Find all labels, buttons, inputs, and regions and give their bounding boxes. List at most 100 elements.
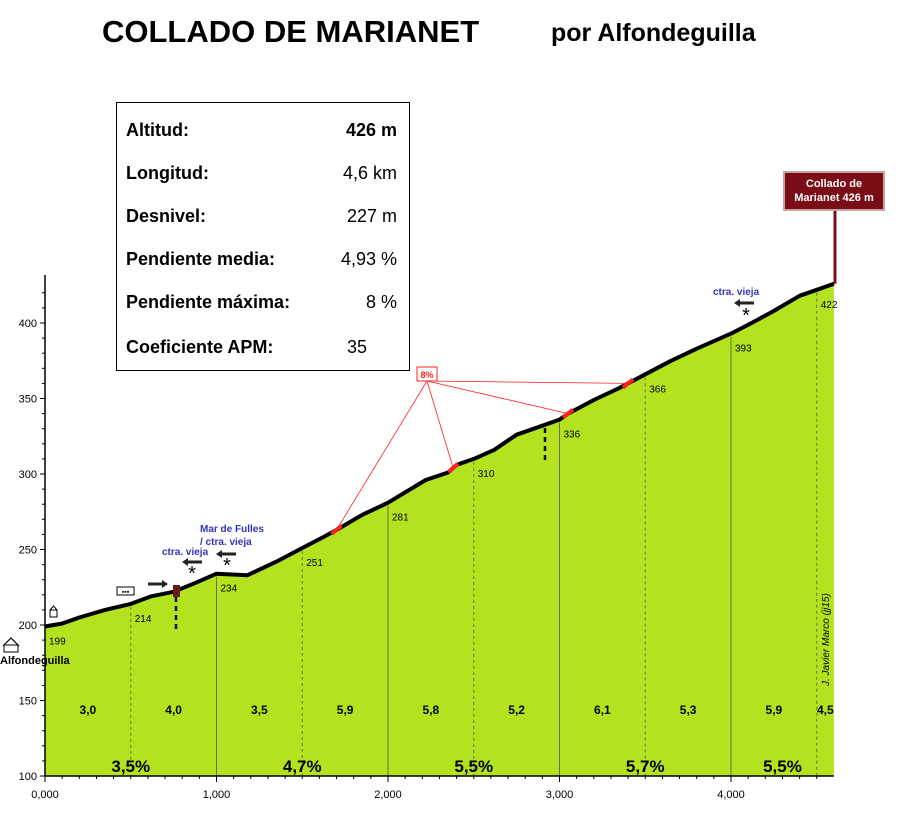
altitude-label: 214 — [135, 614, 152, 625]
segment-slope-label: 4,5 — [817, 703, 834, 717]
fountain-body — [49, 609, 58, 618]
segment-slope-label: 5,3 — [680, 703, 697, 717]
x-tick-label: 0,000 — [31, 789, 59, 801]
max-slope-connector — [426, 380, 569, 414]
max-slope-label: 8% — [420, 370, 433, 380]
segment-slope-label: 5,2 — [508, 703, 525, 717]
segment-slope-label: 5,8 — [423, 703, 440, 717]
junction-icon: * — [223, 555, 231, 577]
y-tick-label: 250 — [19, 545, 37, 557]
km-slope-label: 3,5% — [111, 757, 150, 776]
y-tick-label: 200 — [19, 620, 37, 632]
arrow-head — [216, 550, 222, 558]
max-slope-box — [416, 366, 438, 382]
altitude-label: 310 — [478, 469, 495, 480]
stat-label: Pendiente máxima: — [126, 292, 291, 312]
junction-icon: * — [742, 305, 750, 327]
segment-slope-label: 5,9 — [766, 703, 783, 717]
stat-row-pendiente-media: Pendiente media: 4,93 % — [126, 249, 397, 273]
road-label: Mar de Fulles — [200, 524, 264, 535]
road-sign-body — [116, 586, 135, 596]
altitude-label: 336 — [564, 430, 581, 441]
arrow-left-icon — [182, 558, 202, 566]
steep-marker — [330, 524, 343, 536]
stat-value: 8 % — [365, 292, 397, 312]
summit-line-1: Collado de — [805, 178, 863, 190]
altitude-label: 251 — [306, 558, 323, 569]
road-label: / ctra. vieja — [200, 537, 252, 548]
altitude-label: 422 — [821, 300, 838, 311]
road-label: ctra. vieja — [713, 287, 760, 298]
stat-row-altitud: Altitud: 426 m — [126, 120, 397, 144]
y-tick-label: 350 — [19, 394, 37, 406]
segment-slope-label: 3,0 — [80, 703, 97, 717]
x-tick-label: 4,000 — [717, 789, 745, 801]
town-house — [3, 644, 19, 653]
road-sign-dots: ▪▪▪ — [122, 589, 130, 596]
max-slope-connector — [426, 380, 629, 384]
altitude-label: 281 — [392, 513, 409, 524]
stat-row-pendiente-maxima: Pendiente máxima: 8 % — [126, 292, 397, 316]
crossing-marker — [173, 585, 180, 597]
stat-value: 4,93 % — [340, 249, 397, 269]
segment-slope-label: 4,0 — [165, 703, 182, 717]
arrow-left-icon — [216, 550, 236, 558]
altitude-label: 393 — [735, 344, 752, 355]
stat-label: Altitud: — [126, 120, 189, 140]
page-subtitle: por Alfondeguilla — [551, 19, 756, 47]
km-slope-label: 4,7% — [283, 757, 322, 776]
x-tick-label: 1,000 — [203, 789, 231, 801]
junction-icon: * — [188, 563, 196, 585]
km-slope-label: 5,5% — [763, 757, 802, 776]
segment-slope-label: 5,9 — [337, 703, 354, 717]
max-slope-connector — [336, 380, 428, 531]
stat-row-desnivel: Desnivel: 227 m — [126, 206, 397, 230]
arrow-head — [182, 558, 188, 566]
page-title: COLLADO DE MARIANET — [102, 14, 480, 49]
start-label: Alfondeguilla — [0, 655, 71, 667]
y-tick-label: 150 — [19, 696, 37, 708]
stat-label: Longitud: — [126, 163, 209, 183]
stat-value: 35 — [346, 337, 367, 357]
y-tick-label: 300 — [19, 469, 37, 481]
altitude-label: 199 — [49, 637, 66, 648]
altitude-label: 234 — [221, 584, 238, 595]
x-tick-label: 2,000 — [374, 789, 402, 801]
stat-value: 426 m — [345, 120, 397, 140]
stat-label: Coeficiente APM: — [126, 337, 274, 357]
arrow-left-icon — [734, 299, 754, 307]
fountain-roof — [49, 605, 58, 611]
stat-value: 227 m — [346, 206, 397, 226]
steep-marker — [446, 462, 460, 474]
summit-line-2: Marianet 426 m — [794, 192, 874, 204]
y-tick-label: 100 — [19, 771, 37, 783]
author-credit: J. Javier Marco (jj15) — [821, 593, 832, 687]
x-tick-label: 3,000 — [546, 789, 574, 801]
arrow-head — [734, 299, 740, 307]
segment-slope-label: 3,5 — [251, 703, 268, 717]
town-roof — [2, 637, 20, 647]
summit-badge: Collado de Marianet 426 m — [783, 171, 885, 211]
km-slope-label: 5,5% — [454, 757, 493, 776]
steep-marker — [561, 408, 575, 420]
steep-marker — [621, 377, 635, 389]
stat-row-longitud: Longitud: 4,6 km — [126, 163, 397, 187]
stat-row-coeficiente: Coeficiente APM: 35 — [126, 337, 397, 361]
profile-area — [45, 283, 834, 776]
km-slope-label: 5,7% — [626, 757, 665, 776]
y-tick-label: 400 — [19, 318, 37, 330]
stats-panel: Altitud: 426 m Longitud: 4,6 km Desnivel… — [116, 102, 410, 371]
arrow-head — [162, 580, 168, 588]
max-slope-connector — [426, 380, 454, 469]
town-icon — [2, 637, 20, 653]
stat-label: Desnivel: — [126, 206, 207, 226]
arrow-right-icon — [148, 580, 168, 588]
stat-label: Pendiente media: — [126, 249, 276, 269]
segment-slope-label: 6,1 — [594, 703, 611, 717]
fountain-icon — [49, 605, 58, 618]
stat-value: 4,6 km — [342, 163, 397, 183]
altitude-label: 366 — [649, 384, 666, 395]
road-sign-icon: ▪▪▪ — [116, 586, 135, 596]
road-label: ctra. vieja — [162, 547, 209, 558]
